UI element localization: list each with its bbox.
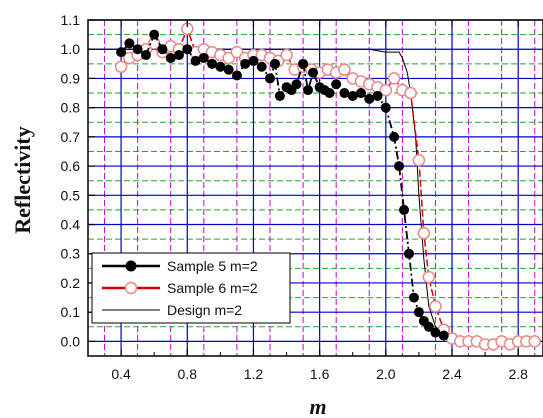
- point-sample5: [256, 61, 267, 72]
- point-sample5: [324, 88, 335, 99]
- x-tick-labels: 0.4 0.8 1.2 1.6 2.0 2.4 2.8: [111, 366, 528, 382]
- point-sample5: [165, 52, 176, 63]
- point-sample5: [207, 58, 218, 69]
- x-tick-label: 2.0: [376, 366, 396, 382]
- y-tick-label: 0.9: [61, 70, 81, 86]
- legend-marker-sample6: [124, 281, 138, 295]
- x-tick-label: 0.4: [111, 366, 131, 382]
- y-tick-label: 0.6: [61, 158, 81, 174]
- point-sample5: [198, 52, 209, 63]
- series-layer: [88, 22, 543, 351]
- point-sample5: [265, 73, 275, 84]
- legend-item-sample5: Sample 5 m=2: [102, 258, 258, 274]
- point-sample5: [291, 79, 302, 90]
- y-tick-label: 1.0: [61, 41, 81, 57]
- point-sample5: [303, 85, 314, 96]
- point-sample5: [399, 204, 410, 215]
- point-sample6: [404, 86, 417, 100]
- point-sample5: [339, 88, 350, 99]
- y-tick-label: 1.1: [61, 12, 81, 28]
- point-sample5: [269, 58, 280, 69]
- legend-item-sample6: Sample 6 m=2: [102, 280, 258, 296]
- point-sample5: [190, 55, 201, 66]
- point-sample5: [124, 38, 135, 49]
- plot-frame: [87, 19, 543, 357]
- point-sample5: [364, 93, 375, 104]
- point-sample5: [274, 90, 285, 101]
- point-sample6: [114, 60, 128, 73]
- y-tick-label: 0.4: [61, 217, 81, 233]
- point-sample5: [356, 88, 366, 99]
- point-sample5: [423, 321, 434, 332]
- major-grid: [88, 19, 543, 356]
- point-sample5: [132, 44, 143, 55]
- point-sample5: [413, 307, 424, 318]
- y-tick-label: 0.0: [61, 333, 81, 349]
- point-sample5: [438, 330, 449, 341]
- point-sample5: [331, 79, 342, 90]
- point-sample6: [338, 63, 351, 76]
- point-sample5: [308, 67, 319, 78]
- point-sample5: [140, 50, 151, 61]
- legend: Sample 5 m=2 Sample 6 m=2 Design m=2: [91, 252, 291, 324]
- point-sample5: [380, 102, 391, 113]
- point-sample5: [116, 47, 127, 58]
- x-tick-label: 0.8: [178, 366, 198, 382]
- point-sample6: [222, 51, 235, 65]
- x-tick-label: 1.6: [310, 366, 330, 382]
- y-tick-labels: 0.0 0.1 0.2 0.3 0.4 0.5 0.6 0.7 0.8 0.9 1.0 1.1: [61, 12, 81, 349]
- point-sample5: [389, 131, 400, 142]
- x-tick-label: 2.8: [508, 366, 528, 382]
- point-sample6: [412, 153, 426, 167]
- x-tick-label: 1.2: [244, 366, 264, 382]
- point-sample6: [230, 45, 244, 59]
- point-sample5: [240, 58, 251, 69]
- x-tick-label: 2.4: [442, 366, 462, 382]
- y-tick-label: 0.7: [61, 129, 81, 145]
- point-sample6: [379, 83, 393, 97]
- point-sample6: [417, 227, 431, 240]
- point-sample6: [422, 270, 436, 284]
- point-sample6: [528, 335, 541, 348]
- legend-item-design: Design m=2: [102, 302, 242, 318]
- y-tick-label: 0.2: [61, 275, 81, 291]
- point-sample5: [248, 55, 259, 66]
- legend-marker-sample5: [125, 260, 137, 272]
- y-tick-label: 0.8: [61, 100, 81, 116]
- point-sample5: [408, 292, 419, 303]
- y-tick-label: 0.3: [61, 246, 81, 262]
- point-sample5: [430, 327, 441, 338]
- x-axis-title: m: [309, 394, 326, 418]
- point-sample5: [149, 29, 160, 40]
- point-sample5: [223, 64, 234, 75]
- legend-label-design: Design m=2: [167, 302, 242, 318]
- point-sample5: [215, 61, 226, 72]
- point-sample5: [157, 44, 168, 55]
- point-sample5: [347, 90, 358, 101]
- point-sample6: [429, 300, 442, 313]
- y-axis-title: Reflectivity: [10, 126, 35, 234]
- legend-label-sample6: Sample 6 m=2: [167, 280, 258, 296]
- point-sample6: [280, 48, 293, 62]
- point-sample6: [387, 72, 401, 85]
- legend-label-sample5: Sample 5 m=2: [167, 258, 258, 274]
- point-sample5: [174, 50, 184, 61]
- point-sample5: [403, 248, 414, 259]
- point-sample5: [182, 44, 193, 55]
- point-sample5: [394, 161, 405, 172]
- point-sample5: [231, 70, 242, 81]
- y-tick-label: 0.1: [61, 304, 81, 320]
- y-tick-label: 0.5: [61, 187, 81, 203]
- point-sample5: [372, 90, 383, 101]
- point-sample5: [298, 58, 309, 69]
